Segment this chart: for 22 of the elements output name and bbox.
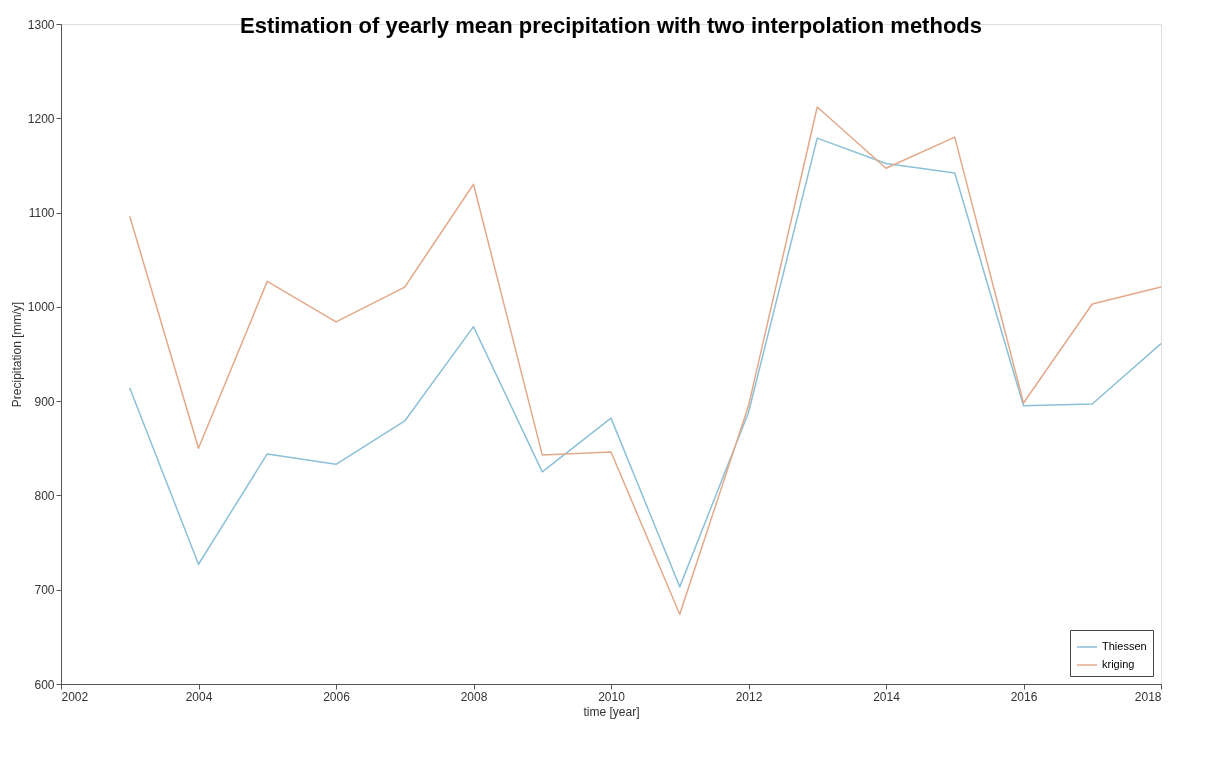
y-tick-label: 1300 <box>27 17 55 32</box>
x-axis-title: time [year] <box>583 704 640 719</box>
x-tick-label: 2016 <box>1010 689 1038 704</box>
y-tick-label: 900 <box>34 394 55 409</box>
legend-label: kriging <box>1102 658 1135 670</box>
y-tick-label: 1100 <box>28 206 55 221</box>
x-tick-label: 2012 <box>735 689 763 704</box>
legend-label: Thiessen <box>1102 640 1147 652</box>
x-tick-label: 2010 <box>598 689 626 704</box>
y-tick-label: 700 <box>34 583 55 598</box>
chart-title: Estimation of yearly mean precipitation with two interpolation methods <box>240 13 982 38</box>
y-tick-label: 1200 <box>27 111 55 126</box>
x-tick-label: 2008 <box>460 689 488 704</box>
x-tick-label: 2006 <box>323 689 351 704</box>
y-axis-title: Precipitation [mm/y] <box>9 301 24 408</box>
x-tick-label: 2004 <box>185 689 213 704</box>
x-tick-label: 2002 <box>61 689 89 704</box>
y-tick-label: 1000 <box>27 300 55 315</box>
y-tick-label: 600 <box>34 677 55 692</box>
x-tick-label: 2014 <box>873 689 901 704</box>
x-tick-label: 2018 <box>1134 689 1162 704</box>
y-tick-label: 800 <box>34 488 55 503</box>
